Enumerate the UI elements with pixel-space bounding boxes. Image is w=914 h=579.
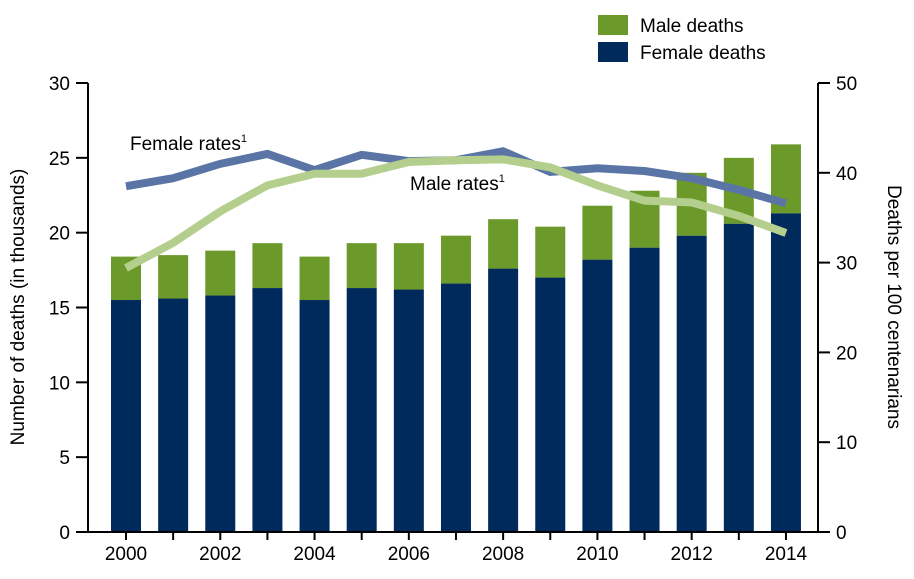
- x-tick-label: 2000: [105, 544, 147, 565]
- legend: Male deaths Female deaths: [598, 15, 766, 64]
- bar-female-deaths-2009: [535, 277, 566, 532]
- x-tick-label: 2006: [388, 544, 430, 565]
- bar-male-deaths-2002: [205, 250, 236, 296]
- bar-female-deaths-2006: [393, 289, 424, 532]
- bar-male-deaths-2001: [158, 255, 189, 299]
- female-rates-label: Female rates1: [130, 133, 247, 155]
- legend-label-female-deaths: Female deaths: [640, 43, 766, 64]
- y2-tick-label: 30: [836, 254, 857, 275]
- male-rates-line: [124, 155, 788, 272]
- y-tick-label: 0: [59, 523, 70, 544]
- y-axis-label: Number of deaths (in thousands): [8, 169, 29, 446]
- bars: [111, 144, 801, 533]
- bar-female-deaths-2001: [158, 298, 189, 532]
- x-tick-label: 2004: [293, 544, 336, 565]
- y2-tick-label: 10: [836, 433, 857, 454]
- x-tick-label: 2008: [482, 544, 524, 565]
- y-tick-label: 30: [49, 74, 70, 95]
- bar-female-deaths-2008: [488, 268, 519, 532]
- y2-tick-label: 50: [836, 74, 857, 95]
- legend-swatch-male-deaths: [598, 15, 628, 35]
- x-tick-label: 2002: [199, 544, 241, 565]
- bar-female-deaths-2007: [440, 283, 471, 532]
- bar-male-deaths-2010: [582, 205, 613, 260]
- y-tick-label: 15: [49, 299, 70, 320]
- y-tick-label: 5: [59, 448, 70, 469]
- male-rates-label: Male rates1: [410, 173, 505, 195]
- rate-lines: [124, 147, 788, 272]
- bar-female-deaths-2011: [629, 247, 660, 532]
- y2-tick-label: 40: [836, 164, 857, 185]
- bar-male-deaths-2005: [346, 243, 377, 289]
- bar-male-deaths-2003: [252, 243, 283, 289]
- bar-female-deaths-2003: [252, 288, 283, 532]
- bar-male-deaths-2009: [535, 226, 566, 278]
- bar-female-deaths-2005: [346, 288, 377, 532]
- y2-tick-label: 20: [836, 343, 857, 364]
- legend-label-male-deaths: Male deaths: [640, 16, 744, 37]
- x-tick-label: 2012: [671, 544, 713, 565]
- bar-female-deaths-2004: [299, 300, 330, 532]
- x-tick-label: 2010: [576, 544, 618, 565]
- axes: 0 5 10 15 20 25 30 0 10 20 30 40 50 2000 2002 2004 2006 2…: [49, 74, 857, 565]
- y-tick-label: 10: [49, 373, 70, 394]
- bar-female-deaths-2014: [770, 213, 801, 532]
- bar-female-deaths-2012: [676, 235, 707, 532]
- y-tick-label: 20: [49, 224, 70, 245]
- y2-axis-label: Deaths per 100 centenarians: [883, 185, 904, 429]
- y-tick-label: 25: [49, 149, 70, 170]
- bar-female-deaths-2013: [723, 223, 754, 533]
- bar-female-deaths-2002: [205, 295, 236, 532]
- bar-male-deaths-2004: [299, 256, 330, 301]
- bar-male-deaths-2007: [440, 235, 471, 284]
- legend-swatch-female-deaths: [598, 42, 628, 62]
- x-tick-label: 2014: [765, 544, 808, 565]
- y2-tick-label: 0: [836, 523, 847, 544]
- bar-female-deaths-2000: [111, 300, 141, 532]
- bar-male-deaths-2008: [488, 219, 519, 269]
- bar-male-deaths-2006: [393, 243, 424, 290]
- bar-female-deaths-2010: [582, 259, 613, 532]
